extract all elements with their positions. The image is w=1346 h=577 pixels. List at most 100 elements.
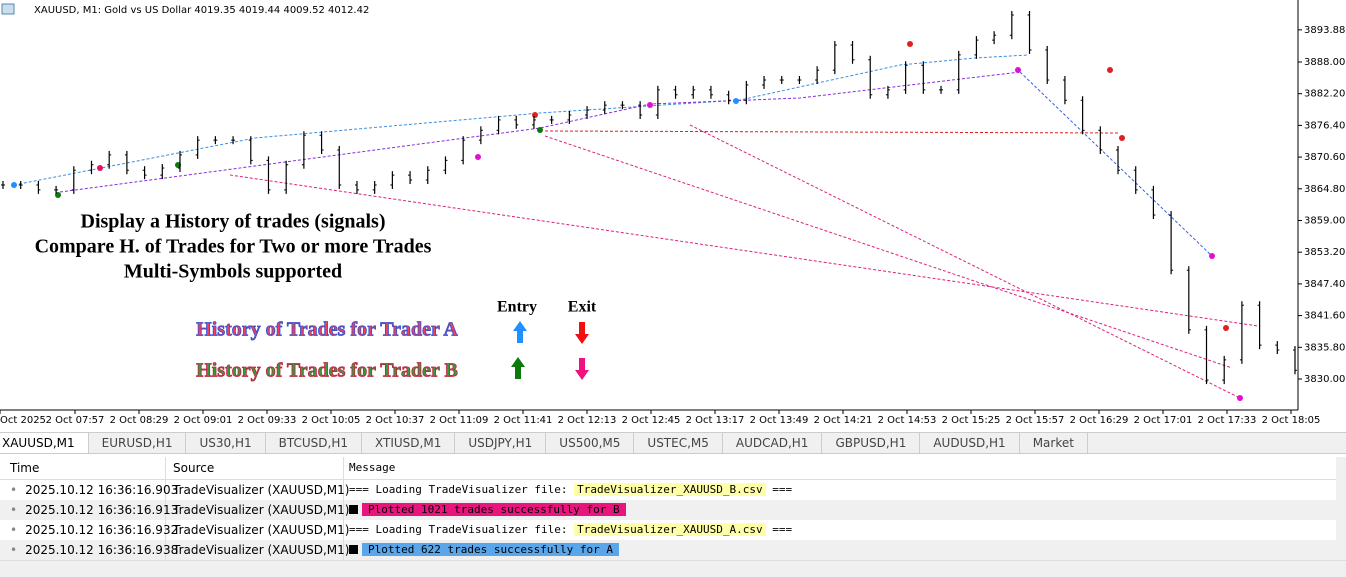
price-bar <box>71 166 76 194</box>
price-bar <box>284 160 289 194</box>
x-tick-label: 2 Oct 16:29 <box>1070 415 1129 426</box>
symbol-tab[interactable]: GBPUSD,H1 <box>822 433 921 453</box>
x-tick-label: 2 Oct 15:25 <box>942 415 1001 426</box>
symbol-tab[interactable]: USDJPY,H1 <box>455 433 547 453</box>
symbol-tab[interactable]: BTCUSD,H1 <box>266 433 362 453</box>
price-bar <box>231 136 236 145</box>
price-bar <box>107 150 112 169</box>
price-bar <box>1169 211 1174 275</box>
time-text: 2025.10.12 16:36:16.938 <box>25 543 179 557</box>
y-tick-label: 3893.88 <box>1304 25 1345 36</box>
x-tick-label: 2 Oct 12:13 <box>558 415 617 426</box>
price-bar <box>956 50 961 94</box>
vertical-scrollbar[interactable] <box>1336 457 1346 560</box>
entry-marker <box>11 182 17 188</box>
y-tick-label: 3864.80 <box>1304 184 1345 195</box>
log-time: • 2025.10.12 16:36:16.938 <box>0 540 178 560</box>
price-chart: Display a History of trades (signals) Co… <box>0 0 1345 426</box>
exit-marker <box>532 112 538 118</box>
trade-line <box>544 130 1121 134</box>
log-message: === Loading TradeVisualizer file: TradeV… <box>344 480 792 500</box>
log-message: Plotted 622 trades successfully for A <box>344 540 620 560</box>
exit-arrow-b <box>575 358 589 380</box>
exit-arrow-a <box>575 322 589 344</box>
price-bar <box>54 185 59 194</box>
price-bar <box>301 131 306 169</box>
column-header[interactable]: Time <box>0 457 166 479</box>
price-bar <box>885 85 890 99</box>
price-bar <box>1186 266 1191 334</box>
price-bar <box>36 180 41 194</box>
message-text: === <box>765 523 793 536</box>
x-tick-label: 2 Oct 08:29 <box>110 415 169 426</box>
exit-marker <box>1237 395 1243 401</box>
price-bar <box>673 85 678 99</box>
log-row[interactable]: • 2025.10.12 16:36:16.903 TradeVisualizer … <box>0 480 1336 500</box>
price-bar <box>726 90 731 105</box>
symbol-tab[interactable]: Market <box>1020 433 1088 453</box>
trade-line <box>229 174 1259 327</box>
log-row[interactable]: • 2025.10.12 16:36:16.913 TradeVisualizer … <box>0 500 1336 520</box>
x-tick-label: 2 Oct 12:45 <box>622 415 681 426</box>
x-tick-label: 2 Oct 13:49 <box>750 415 809 426</box>
price-bar <box>408 171 413 185</box>
overlay-line: Multi-Symbols supported <box>124 261 342 283</box>
check-icon <box>349 545 358 554</box>
price-bar <box>1257 301 1262 350</box>
price-bar <box>124 150 129 175</box>
x-tick-label: 2 Oct 11:41 <box>494 415 553 426</box>
chart-title: XAUUSD, M1: Gold vs US Dollar 4019.35 40… <box>34 5 369 16</box>
price-bar <box>1239 301 1244 364</box>
x-tick-label: 2 Oct 09:33 <box>238 415 297 426</box>
message-text: Plotted 622 trades successfully for A <box>362 543 620 556</box>
price-bar <box>372 180 377 194</box>
x-tick-label: 2 Oct 15:57 <box>1006 415 1065 426</box>
price-bar <box>160 164 165 180</box>
price-bar <box>354 180 359 194</box>
x-tick-label: 2 Oct 11:09 <box>430 415 489 426</box>
log-row[interactable]: • 2025.10.12 16:36:16.932 TradeVisualizer … <box>0 520 1336 540</box>
entry-marker <box>537 127 543 133</box>
symbol-tab[interactable]: US500,M5 <box>546 433 635 453</box>
price-bar <box>1293 346 1297 375</box>
price-bar <box>478 126 483 145</box>
horizontal-scrollbar[interactable] <box>0 560 1346 577</box>
bullet: • <box>10 543 18 557</box>
price-bar <box>514 115 519 129</box>
log-time: • 2025.10.12 16:36:16.903 <box>0 480 178 500</box>
log-row[interactable]: • 2025.10.12 16:36:16.938 TradeVisualizer … <box>0 540 1336 560</box>
symbol-tab[interactable]: AUDUSD,H1 <box>920 433 1020 453</box>
price-bar <box>638 101 643 120</box>
file-name: TradeVisualizer_XAUUSD_A.csv <box>574 523 766 536</box>
symbol-tab[interactable]: US30,H1 <box>186 433 266 453</box>
symbol-tab[interactable]: USTEC,M5 <box>634 433 723 453</box>
log-source: TradeVisualizer (XAUUSD,M1) <box>166 540 349 560</box>
column-header[interactable]: Source <box>166 457 344 479</box>
price-bar <box>337 145 342 189</box>
symbol-tab[interactable]: AUDCAD,H1 <box>723 433 823 453</box>
bullet: • <box>10 483 18 497</box>
price-bar <box>142 166 147 180</box>
price-bar <box>832 41 837 75</box>
message-text: Plotted 1021 trades successfully for B <box>362 503 626 516</box>
log-header: Time Source Message <box>0 457 1336 480</box>
symbol-tab[interactable]: XAUUSD,M1 <box>0 433 89 453</box>
symbol-tab[interactable]: XTIUSD,M1 <box>362 433 456 453</box>
price-bar <box>868 55 873 99</box>
price-bar <box>585 106 590 120</box>
column-header[interactable]: Message <box>349 461 396 474</box>
price-bar <box>1 180 5 189</box>
price-bar <box>1098 126 1103 154</box>
check-icon <box>349 505 358 514</box>
price-bar <box>939 85 944 94</box>
price-bar <box>18 180 23 189</box>
price-bar <box>762 76 767 89</box>
x-tick-label: 2 Oct 18:05 <box>1262 415 1321 426</box>
price-bar <box>549 115 554 124</box>
symbol-tab[interactable]: EURUSD,H1 <box>89 433 187 453</box>
time-text: 2025.10.12 16:36:16.903 <box>25 483 179 497</box>
price-bar <box>319 131 324 154</box>
price-bar <box>1009 10 1014 40</box>
price-bar <box>708 85 713 99</box>
y-tick-label: 3847.40 <box>1304 279 1345 290</box>
